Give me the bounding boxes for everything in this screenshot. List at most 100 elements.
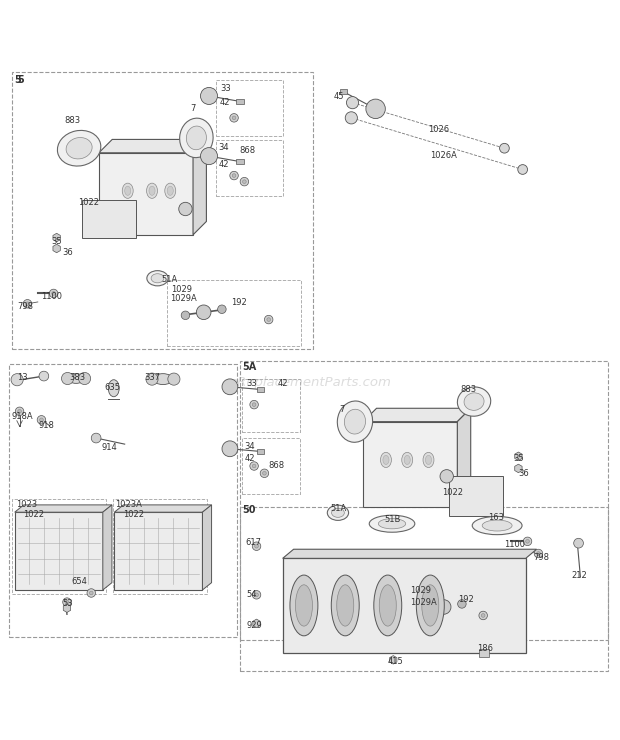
Circle shape — [25, 302, 29, 306]
Text: 1029: 1029 — [410, 586, 431, 595]
FancyBboxPatch shape — [283, 559, 526, 653]
Bar — [242, 438, 299, 494]
Text: 635: 635 — [105, 383, 121, 391]
Ellipse shape — [383, 455, 389, 465]
Circle shape — [65, 600, 69, 604]
Ellipse shape — [125, 186, 131, 195]
Ellipse shape — [327, 505, 348, 520]
Circle shape — [481, 613, 485, 617]
Circle shape — [458, 599, 466, 608]
Text: 337: 337 — [144, 373, 161, 382]
Circle shape — [574, 538, 583, 548]
Text: 914: 914 — [102, 443, 117, 452]
FancyBboxPatch shape — [257, 387, 264, 392]
Polygon shape — [283, 549, 537, 559]
Text: 42: 42 — [218, 160, 229, 169]
Ellipse shape — [472, 517, 522, 535]
Circle shape — [230, 172, 238, 180]
Text: 918A: 918A — [11, 411, 33, 420]
Text: 33: 33 — [246, 379, 257, 388]
Circle shape — [534, 549, 542, 558]
Ellipse shape — [66, 138, 92, 159]
Circle shape — [250, 462, 259, 470]
Ellipse shape — [295, 585, 312, 626]
FancyBboxPatch shape — [340, 90, 347, 94]
Ellipse shape — [344, 409, 366, 434]
Circle shape — [222, 441, 238, 457]
Ellipse shape — [482, 520, 512, 531]
Ellipse shape — [422, 585, 439, 626]
FancyBboxPatch shape — [15, 512, 103, 590]
Polygon shape — [53, 233, 60, 242]
Ellipse shape — [68, 374, 84, 383]
Ellipse shape — [122, 184, 133, 198]
Text: 883: 883 — [461, 385, 477, 394]
Polygon shape — [515, 452, 522, 460]
Circle shape — [252, 542, 261, 551]
Ellipse shape — [180, 118, 213, 158]
FancyBboxPatch shape — [257, 449, 264, 454]
Ellipse shape — [146, 184, 157, 198]
Polygon shape — [63, 604, 71, 613]
Text: 212: 212 — [571, 571, 587, 580]
Polygon shape — [363, 408, 471, 422]
Text: 33: 33 — [220, 84, 231, 93]
Circle shape — [37, 416, 46, 424]
Circle shape — [260, 469, 268, 477]
Circle shape — [16, 407, 24, 416]
Ellipse shape — [147, 271, 168, 286]
Text: 7: 7 — [190, 104, 196, 113]
Circle shape — [537, 552, 540, 555]
Circle shape — [50, 289, 58, 297]
Ellipse shape — [370, 515, 415, 532]
Bar — [242, 378, 299, 432]
Bar — [407, 584, 505, 637]
Circle shape — [345, 112, 357, 124]
Circle shape — [232, 116, 236, 120]
Circle shape — [197, 305, 211, 320]
Text: 163: 163 — [488, 513, 504, 522]
Bar — [216, 80, 283, 136]
Circle shape — [168, 373, 180, 386]
Ellipse shape — [149, 186, 155, 195]
Text: 1029A: 1029A — [170, 295, 197, 303]
Polygon shape — [203, 505, 211, 590]
Text: 868: 868 — [268, 461, 285, 470]
Circle shape — [181, 311, 190, 320]
FancyBboxPatch shape — [99, 152, 193, 235]
Text: 929: 929 — [246, 621, 262, 630]
Text: 35: 35 — [513, 454, 524, 462]
Circle shape — [200, 87, 218, 104]
Polygon shape — [515, 464, 522, 473]
Ellipse shape — [440, 470, 453, 483]
Text: 1023A: 1023A — [115, 500, 143, 509]
FancyBboxPatch shape — [448, 477, 503, 516]
Polygon shape — [99, 139, 206, 152]
Circle shape — [232, 174, 236, 178]
Text: 1029A: 1029A — [410, 598, 436, 607]
Circle shape — [436, 599, 451, 614]
Circle shape — [18, 409, 21, 413]
Bar — [9, 364, 237, 637]
Text: 5A: 5A — [242, 362, 256, 372]
Circle shape — [230, 114, 238, 122]
Ellipse shape — [374, 575, 402, 636]
Ellipse shape — [290, 575, 318, 636]
Polygon shape — [389, 656, 397, 664]
Polygon shape — [253, 619, 260, 628]
Circle shape — [200, 147, 218, 164]
Text: 192: 192 — [458, 595, 474, 604]
Bar — [112, 500, 206, 593]
Ellipse shape — [332, 508, 344, 517]
Circle shape — [366, 99, 385, 118]
Circle shape — [89, 591, 93, 595]
Circle shape — [222, 379, 238, 394]
Circle shape — [91, 433, 101, 443]
Ellipse shape — [423, 452, 434, 468]
Text: 5: 5 — [17, 75, 24, 84]
Ellipse shape — [379, 585, 396, 626]
Circle shape — [526, 539, 529, 543]
Bar — [240, 507, 608, 670]
Ellipse shape — [179, 202, 192, 215]
Circle shape — [347, 97, 358, 109]
